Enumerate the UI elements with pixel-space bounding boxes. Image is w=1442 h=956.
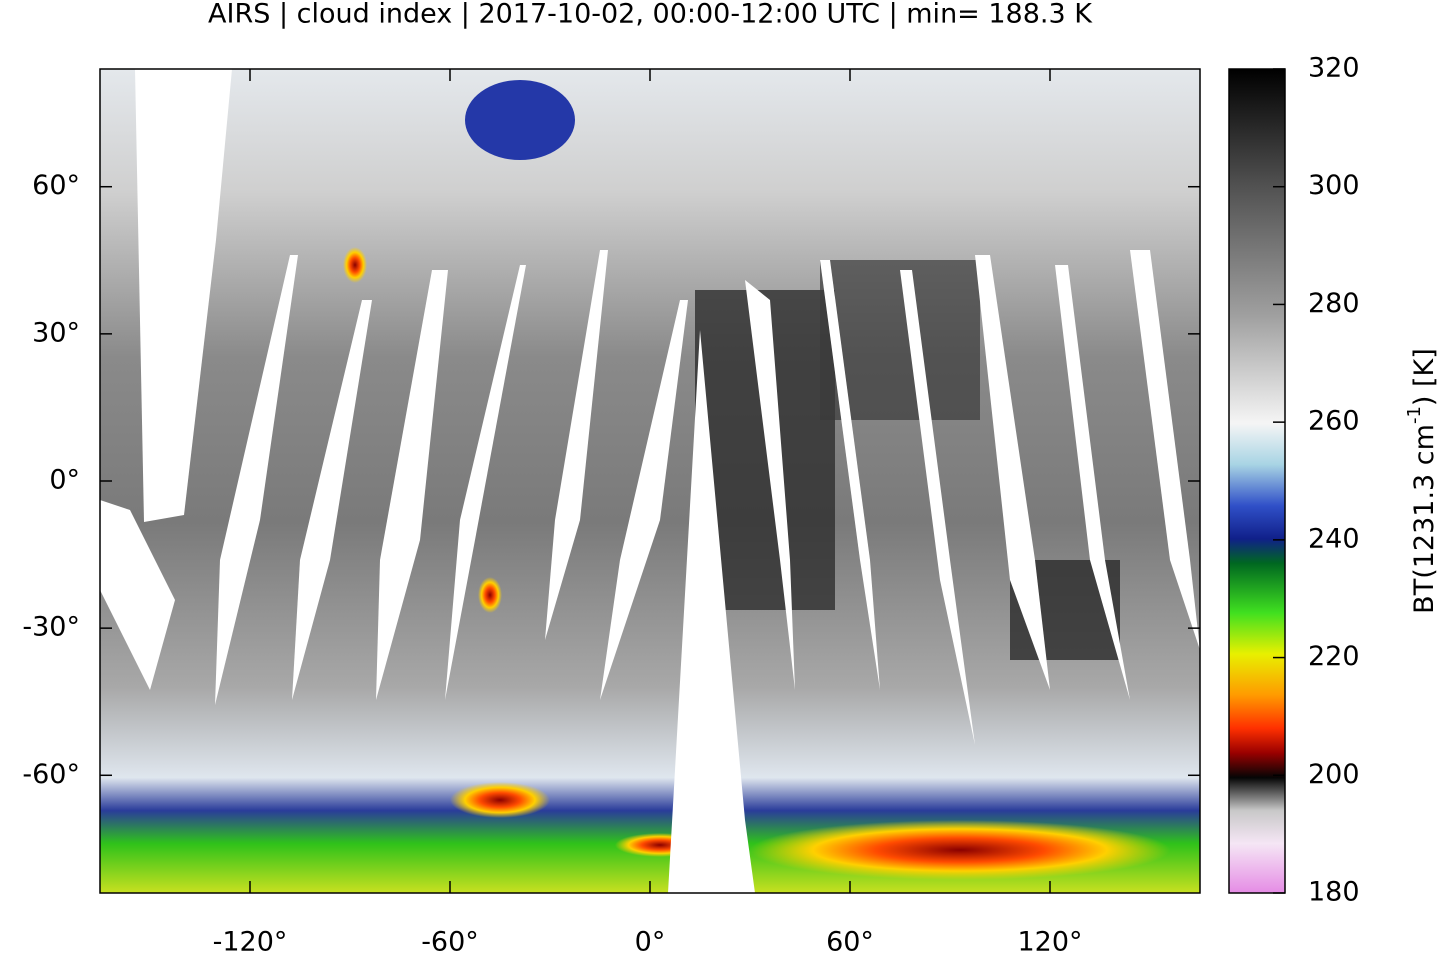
colorbar-tick-label: 300	[1308, 170, 1360, 201]
y-tick-label: 30°	[32, 317, 80, 348]
colorbar-label: BT(1231.3 cm-1) [K]	[1404, 348, 1440, 614]
colorbar-label-main: BT(1231.3 cm	[1409, 424, 1440, 614]
colorbar-label-superscript: -1	[1404, 406, 1425, 424]
map-title: AIRS | cloud index | 2017-10-02, 00:00-1…	[208, 0, 1093, 30]
y-tick-label: 60°	[32, 170, 80, 201]
colorbar-tick-label: 200	[1308, 759, 1360, 790]
colorbar-label-unit: ) [K]	[1409, 348, 1440, 406]
colorbar	[1228, 68, 1286, 894]
y-tick-label: 0°	[49, 465, 80, 496]
colorbar-tick-label: 320	[1308, 53, 1360, 84]
y-tick-label: -30°	[22, 612, 80, 643]
satellite-image	[99, 68, 1201, 894]
colorbar-tick-label: 260	[1308, 406, 1360, 437]
x-tick-label: 0°	[635, 927, 666, 956]
x-tick-label: 120°	[1017, 927, 1082, 956]
x-tick-label: -60°	[421, 927, 479, 956]
y-tick-label: -60°	[22, 759, 80, 790]
colorbar-tick-label: 280	[1308, 288, 1360, 319]
x-tick-label: -120°	[213, 927, 288, 956]
colorbar-tick-label: 180	[1308, 877, 1360, 908]
colorbar-tick-label: 220	[1308, 641, 1360, 672]
colorbar-tick-label: 240	[1308, 523, 1360, 554]
x-tick-label: 60°	[826, 927, 874, 956]
